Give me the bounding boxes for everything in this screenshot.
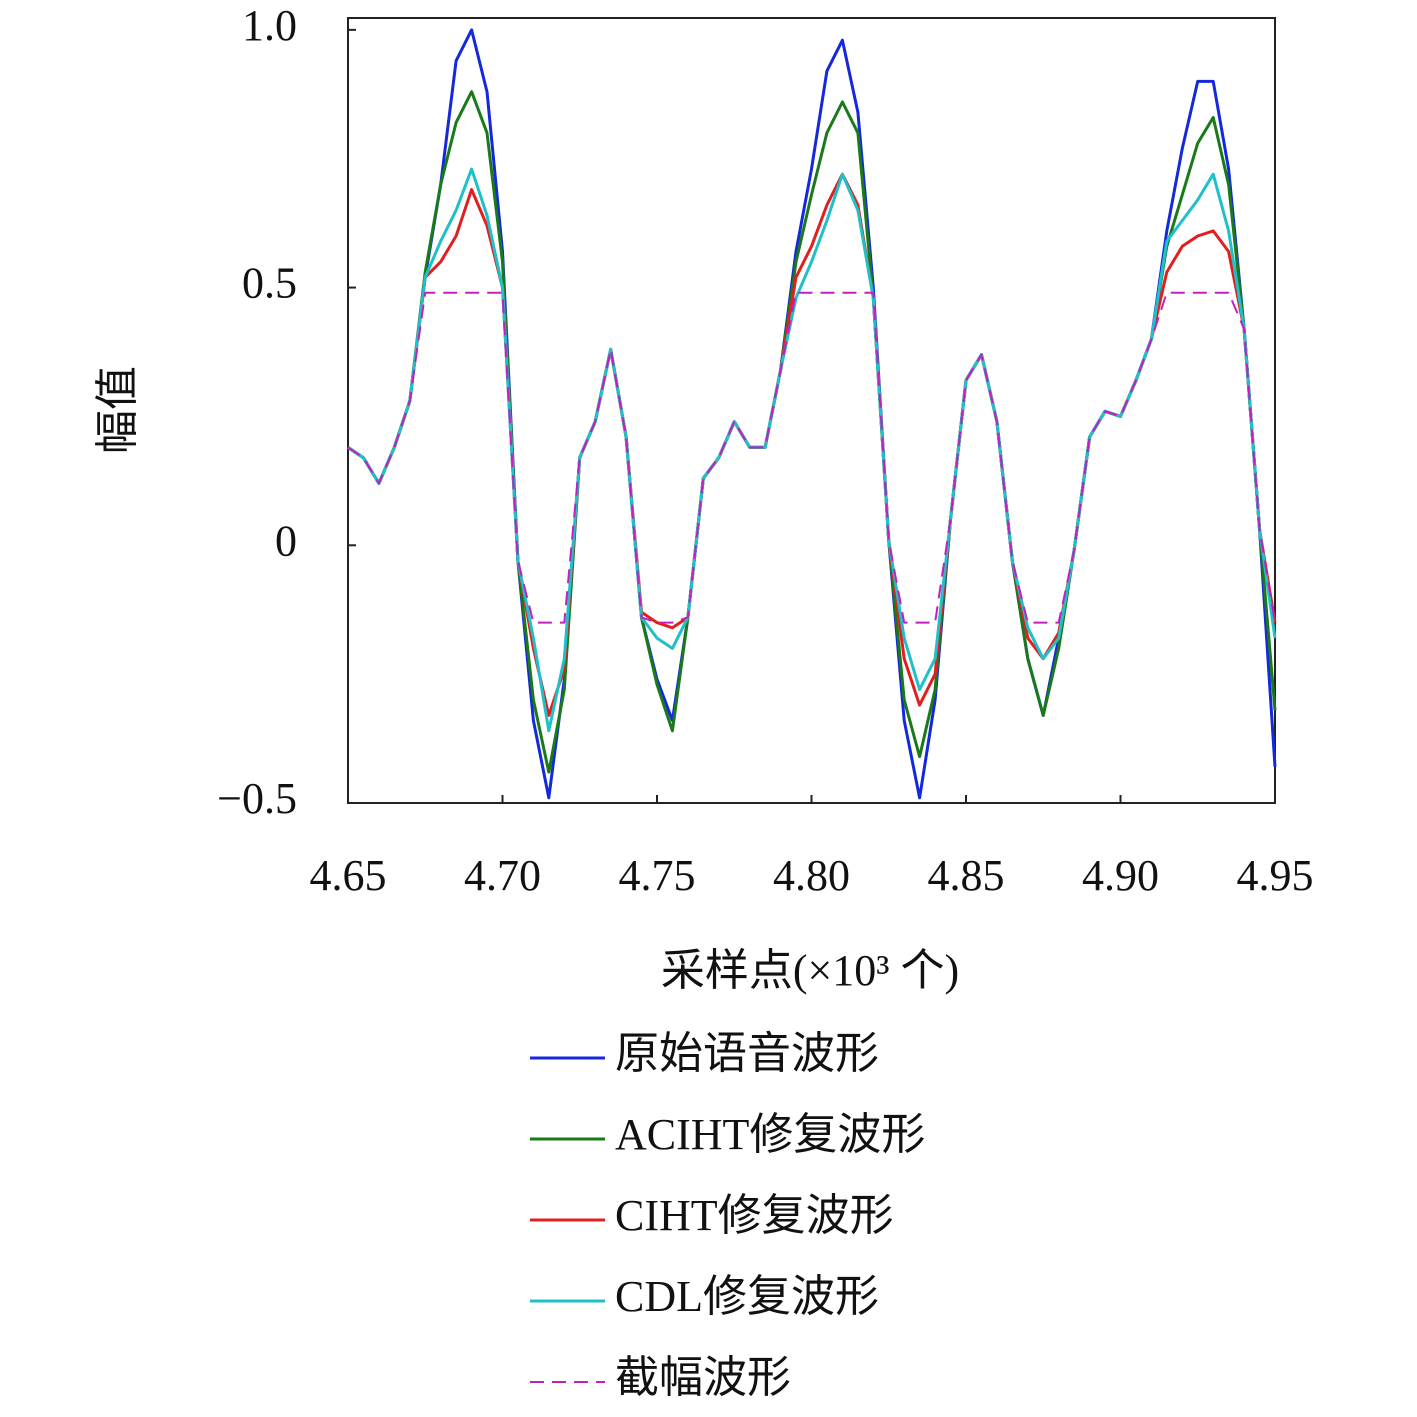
y-axis-label: 幅值 [93, 366, 142, 454]
x-tick-label: 4.80 [773, 851, 850, 900]
legend-label: 原始语音波形 [615, 1029, 879, 1078]
x-tick-label: 4.95 [1237, 851, 1314, 900]
x-tick-label: 4.85 [928, 851, 1005, 900]
x-tick-label: 4.70 [464, 851, 541, 900]
data-line [347, 167, 1277, 733]
y-tick-label: 0 [275, 516, 297, 565]
y-tick-label: 0.5 [242, 259, 297, 308]
data-line [347, 291, 1276, 624]
data-line [347, 90, 1277, 774]
legend-label: CIHT修复波形 [615, 1191, 894, 1240]
y-tick-label: 1.0 [242, 1, 297, 50]
x-tick-label: 4.75 [619, 851, 696, 900]
legend-label: CDL修复波形 [615, 1272, 879, 1321]
y-tick-label: −0.5 [217, 774, 297, 823]
x-axis-label: 采样点(×10³ 个) [661, 946, 959, 995]
data-line [347, 172, 1277, 717]
x-tick-label: 4.65 [310, 851, 387, 900]
legend-label: ACIHT修复波形 [615, 1110, 925, 1159]
legend-label: 截幅波形 [615, 1353, 791, 1402]
x-tick-label: 4.90 [1082, 851, 1159, 900]
